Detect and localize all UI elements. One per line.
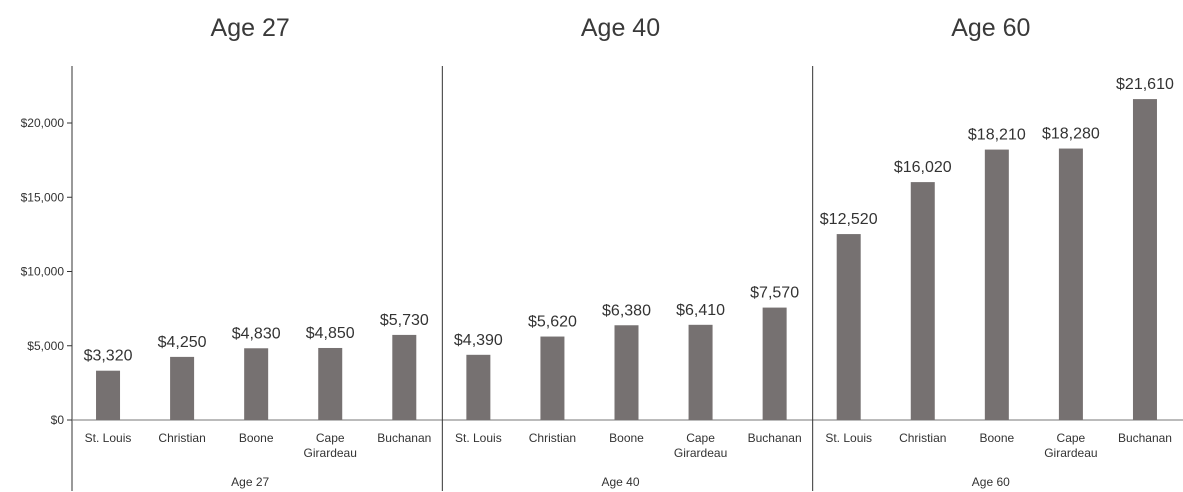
x-tick-label: Buchanan	[1118, 431, 1172, 445]
bar	[1058, 148, 1083, 421]
group-label: Age 27	[231, 475, 269, 489]
x-tick-label: St. Louis	[455, 431, 502, 445]
x-tick-label-line: Girardeau	[1044, 446, 1097, 460]
panel-title: Age 27	[211, 14, 290, 42]
x-tick-label: Christian	[529, 431, 576, 445]
data-label: $7,570	[750, 285, 799, 302]
x-tick-label: Christian	[899, 431, 946, 445]
bar	[614, 325, 639, 420]
bar	[762, 307, 787, 420]
group-label: Age 60	[972, 475, 1010, 489]
x-tick-label-line: Girardeau	[674, 446, 727, 460]
panel-title: Age 60	[951, 14, 1030, 42]
bar	[170, 356, 195, 420]
x-tick-label: Buchanan	[377, 431, 431, 445]
data-label: $18,280	[1042, 126, 1100, 143]
data-label: $5,730	[380, 312, 429, 329]
y-tick-label: $10,000	[21, 265, 65, 279]
x-tick-label-line: Buchanan	[1118, 431, 1172, 445]
x-tick-label: Boone	[979, 431, 1014, 445]
y-tick-label: $0	[51, 413, 65, 427]
x-tick-label-line: Boone	[609, 431, 644, 445]
x-tick-label-line: Christian	[899, 431, 946, 445]
bar	[1132, 99, 1157, 421]
bar	[244, 348, 269, 420]
x-tick-label-line: Buchanan	[748, 431, 802, 445]
data-label: $16,020	[894, 159, 952, 176]
group-label: Age 40	[601, 475, 639, 489]
x-tick-label: Buchanan	[748, 431, 802, 445]
x-tick-label: Boone	[239, 431, 274, 445]
data-label: $4,850	[306, 325, 355, 342]
bar	[466, 354, 491, 420]
x-tick-label-line: St. Louis	[825, 431, 872, 445]
bar	[318, 347, 343, 420]
x-tick-label-line: Buchanan	[377, 431, 431, 445]
data-label: $21,610	[1116, 76, 1174, 93]
x-tick-label: Cape Girardeau	[1044, 431, 1097, 460]
x-tick-label-line: Christian	[529, 431, 576, 445]
bar	[96, 370, 121, 420]
x-tick-label-line: St. Louis	[85, 431, 132, 445]
y-tick-label: $15,000	[21, 190, 65, 204]
panel-title: Age 40	[581, 14, 660, 42]
data-label: $6,380	[602, 302, 651, 319]
data-label: $12,520	[820, 211, 878, 228]
bar	[836, 234, 861, 420]
y-tick-label: $20,000	[21, 116, 65, 130]
x-tick-label: St. Louis	[825, 431, 872, 445]
bar	[392, 334, 417, 420]
bar	[984, 149, 1009, 421]
bar	[688, 324, 713, 420]
x-tick-label: Christian	[158, 431, 205, 445]
x-tick-label-line: Girardeau	[304, 446, 357, 460]
data-label: $4,830	[232, 325, 281, 342]
x-tick-label: St. Louis	[85, 431, 132, 445]
data-label: $5,620	[528, 314, 577, 331]
data-label: $4,250	[158, 334, 207, 351]
x-tick-label: Cape Girardeau	[674, 431, 727, 460]
x-tick-label-line: Cape	[686, 431, 715, 445]
x-tick-label-line: Cape	[1057, 431, 1086, 445]
y-tick-label: $5,000	[27, 339, 64, 353]
x-tick-label-line: St. Louis	[455, 431, 502, 445]
x-tick-label: Cape Girardeau	[304, 431, 357, 460]
data-label: $4,390	[454, 332, 503, 349]
x-tick-label-line: Boone	[239, 431, 274, 445]
x-tick-label: Boone	[609, 431, 644, 445]
x-tick-label-line: Cape	[316, 431, 345, 445]
data-label: $18,210	[968, 127, 1026, 144]
bar	[910, 182, 935, 420]
x-tick-label-line: Boone	[979, 431, 1014, 445]
x-tick-label-line: Christian	[158, 431, 205, 445]
data-label: $6,410	[676, 302, 725, 319]
bar	[540, 336, 565, 420]
data-label: $3,320	[84, 348, 133, 365]
